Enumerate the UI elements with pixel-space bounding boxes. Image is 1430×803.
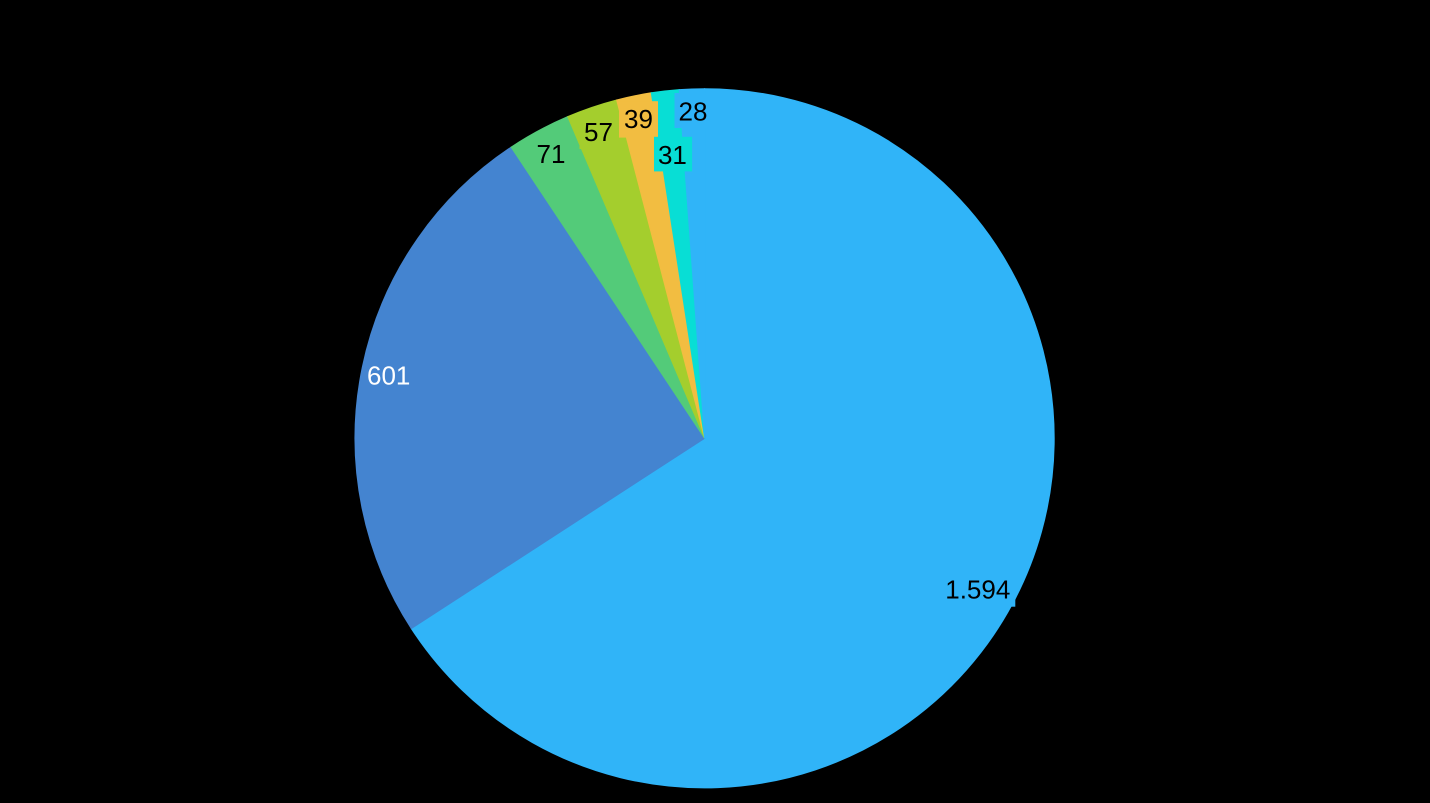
svg-text:28: 28: [679, 96, 708, 126]
svg-text:31: 31: [658, 140, 687, 170]
svg-text:71: 71: [537, 139, 566, 169]
svg-text:1.594: 1.594: [945, 575, 1010, 605]
svg-text:39: 39: [624, 104, 653, 134]
svg-text:601: 601: [367, 360, 410, 390]
svg-text:57: 57: [584, 117, 613, 147]
